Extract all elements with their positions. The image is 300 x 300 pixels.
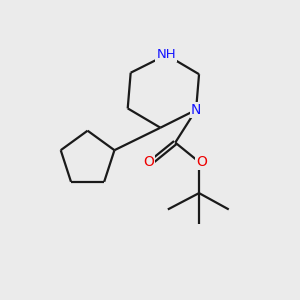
- Text: N: N: [191, 103, 201, 117]
- Text: O: O: [143, 155, 154, 169]
- Text: O: O: [196, 155, 208, 169]
- Text: NH: NH: [157, 48, 176, 62]
